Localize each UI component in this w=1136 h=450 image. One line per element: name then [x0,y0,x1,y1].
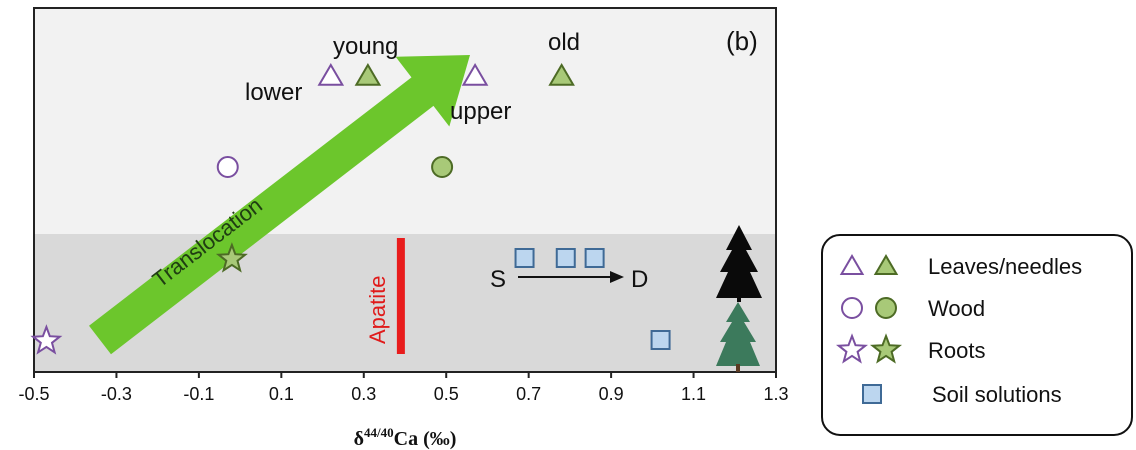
square-point-plain [584,248,605,268]
young-label: young [333,33,398,60]
square-point-plain [650,330,671,350]
translocation-arrow-shape [89,54,471,355]
legend-star-filled-icon [869,333,903,364]
conifer-tree-icon [716,225,762,302]
circle-point-filled [431,156,454,178]
apatite-bar [396,238,405,354]
x-tick-label: -0.5 [18,384,49,404]
legend-circle-open-icon [841,297,863,319]
legend-label: Wood [928,296,985,321]
x-tick-label: -0.3 [101,384,132,404]
triangle-point-open [317,63,345,86]
conifer-tree-crown [716,225,762,298]
legend-item-roots: Roots [835,333,985,364]
x-axis-label-delta: δ [354,428,364,450]
circle-point-open [216,156,239,178]
legend-star-open-icon [835,333,869,364]
x-axis-ticks: -0.5 -0.3 -0.1 0.1 0.3 0.5 0.7 0.9 1.1 1.3 [18,372,789,404]
star-point-open [30,324,63,355]
legend-item-leaves-needles: Leaves/needles [839,254,1082,279]
legend-triangle-open-icon [839,254,865,275]
legend-item-soil-solutions: Soil solutions [862,382,1062,407]
star-point-filled [215,242,248,273]
plot-frame [33,7,777,373]
lower-label: lower [245,79,302,106]
spruce-tree-icon [716,302,760,372]
x-tick-label: 0.9 [599,384,624,404]
legend-triangle-filled-icon [873,254,899,275]
legend-circle-filled-icon [875,297,897,319]
triangle-point-filled [548,63,575,86]
x-tick-label: -0.1 [183,384,214,404]
x-tick-label: 0.1 [269,384,294,404]
x-axis-label-superscript: 44/40 [364,425,394,440]
old-label: old [548,29,580,56]
x-tick-label: 0.5 [434,384,459,404]
panel-label: (b) [726,26,758,56]
legend-label: Soil solutions [932,382,1062,407]
square-point-plain [555,248,576,268]
legend-box [821,234,1133,436]
data-points [30,63,671,355]
d-label: D [631,266,648,293]
upper-label: upper [450,98,511,125]
legend-square-icon [862,384,882,404]
x-axis-label-tail: Ca (‰) [394,428,457,450]
conifer-tree-trunk [737,296,741,302]
spruce-tree-trunk [736,364,740,372]
square-point-plain [514,248,535,268]
spruce-tree-crown [716,302,760,366]
triangle-point-open [461,63,489,86]
legend: Leaves/needles Wood Roots Soil solutions [835,254,1082,407]
translocation-arrow-body [89,54,471,355]
x-tick-label: 1.1 [681,384,706,404]
legend-label: Roots [928,338,985,363]
apatite-label: Apatite [365,276,390,345]
legend-label: Leaves/needles [928,254,1082,279]
triangle-point-filled [354,63,382,86]
x-tick-label: 0.3 [351,384,376,404]
translocation-arrow [89,54,471,355]
legend-item-wood: Wood [841,296,985,321]
s-label: S [490,266,506,293]
x-tick-label: 0.7 [516,384,541,404]
x-axis-label: δ44/40Ca (‰) [354,425,457,450]
s-to-d-arrowhead [610,271,624,283]
x-tick-label: 1.3 [763,384,788,404]
